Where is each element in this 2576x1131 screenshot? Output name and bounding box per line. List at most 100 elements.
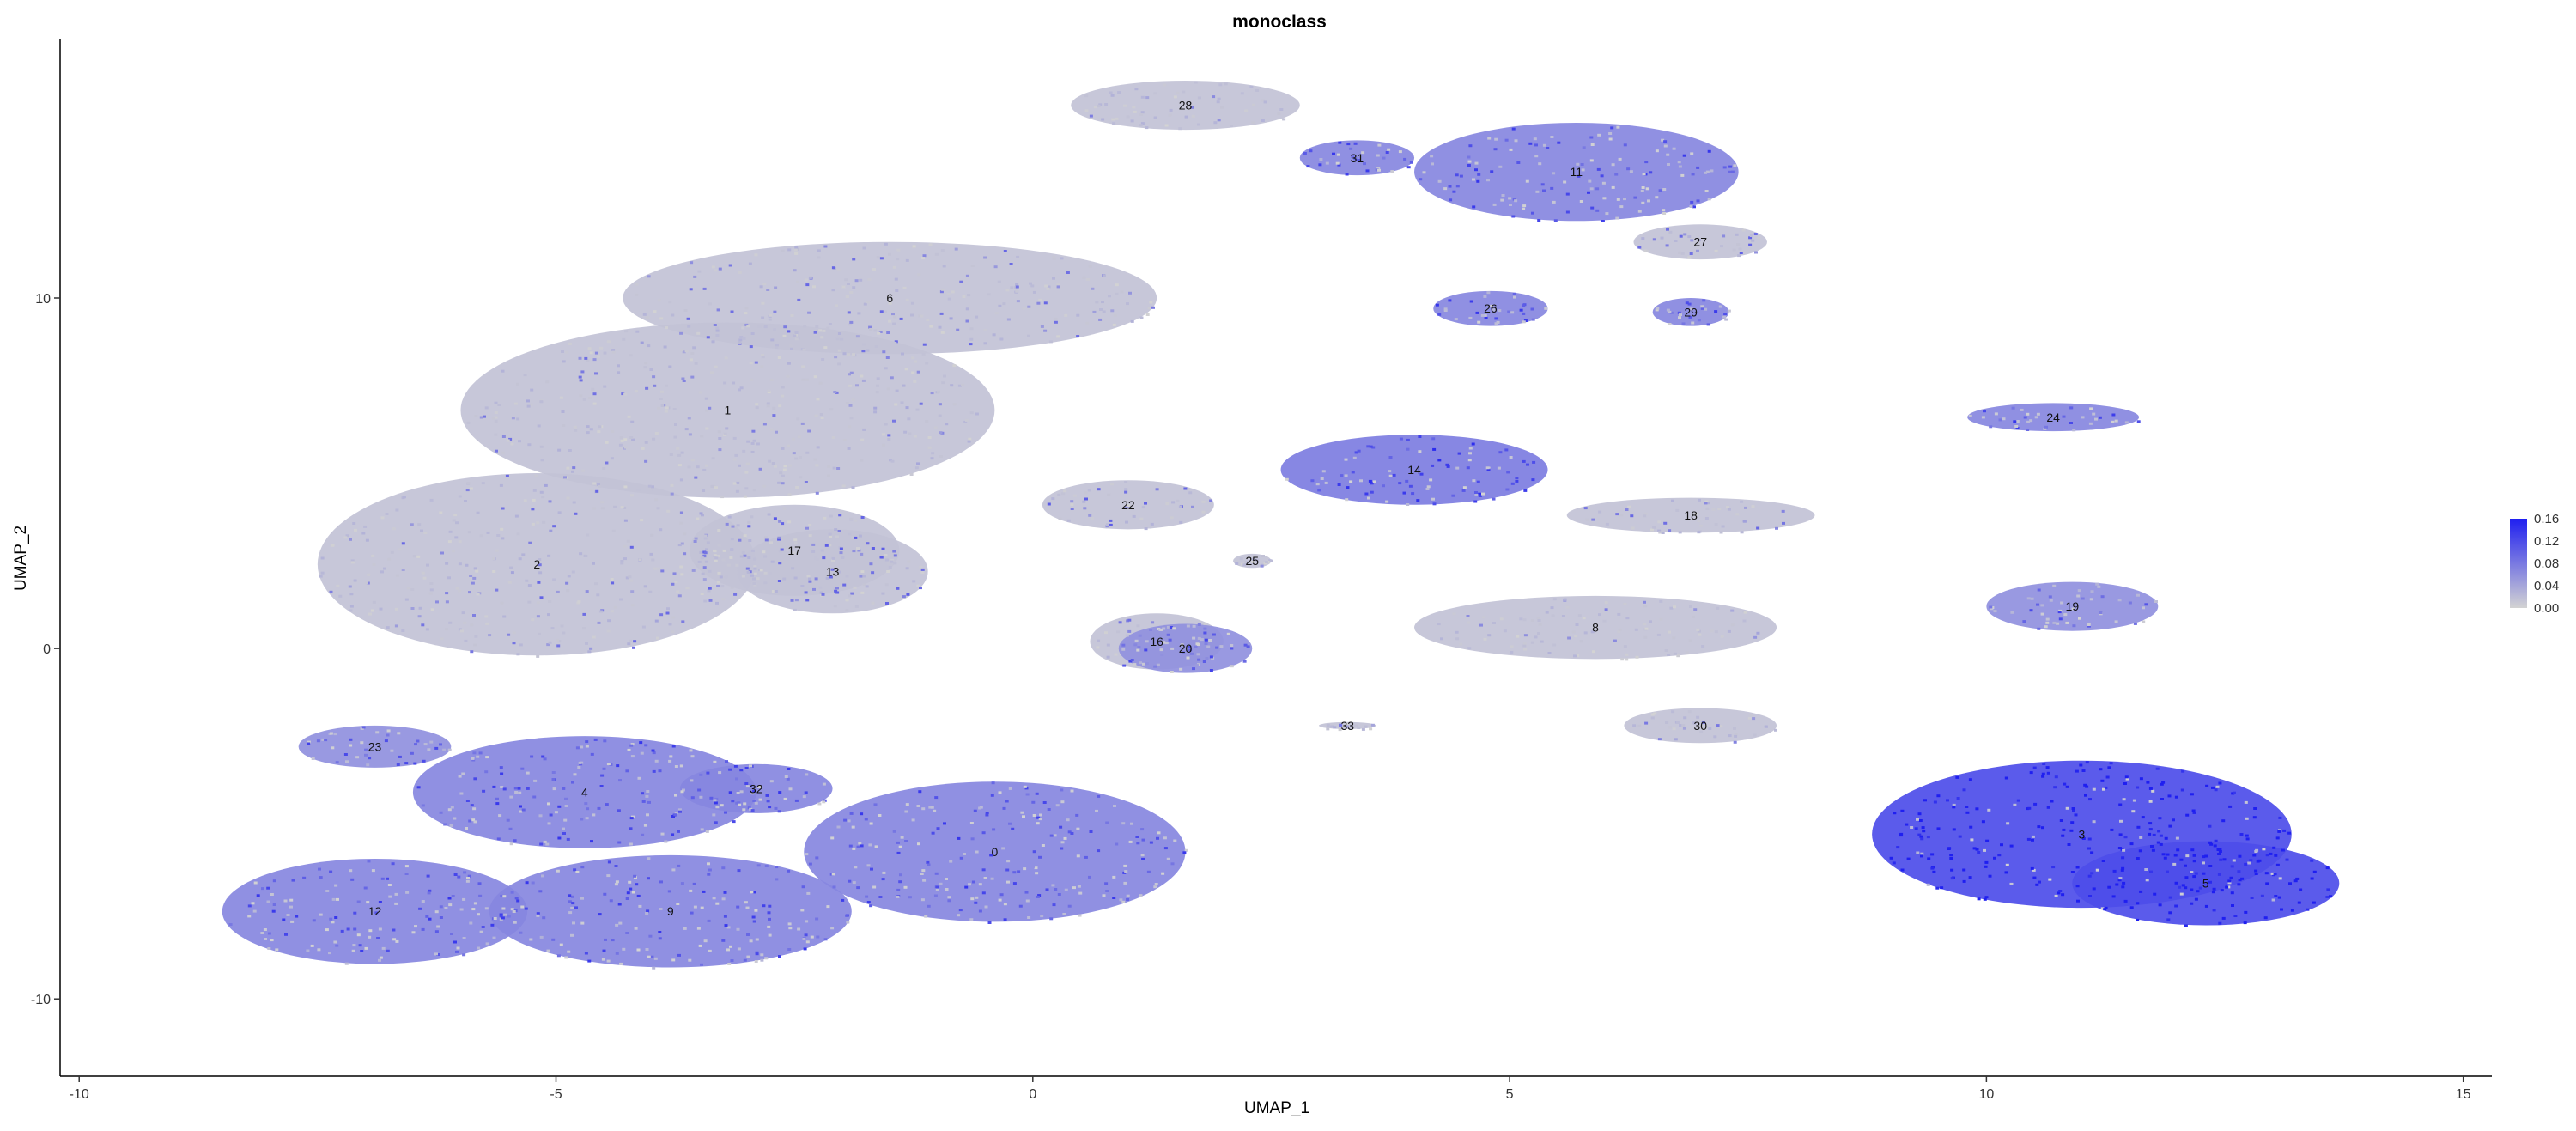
cell-point [837, 335, 841, 337]
cell-point [492, 785, 496, 788]
cell-point [1091, 517, 1094, 520]
cell-point [592, 402, 597, 405]
cell-point [536, 912, 540, 915]
cell-point [291, 879, 295, 882]
cell-point [336, 584, 340, 587]
cell-point [835, 535, 839, 538]
chart-title: monoclass [1232, 12, 1327, 32]
cell-point [2295, 877, 2300, 880]
cell-point [1451, 494, 1455, 497]
cell-point [773, 517, 777, 520]
cell-point [1176, 91, 1180, 94]
cell-point [329, 590, 333, 593]
cell-point [1509, 456, 1513, 459]
cell-point [1201, 500, 1206, 503]
cell-point [2265, 854, 2269, 857]
cell-point [365, 538, 369, 542]
cell-point [311, 757, 315, 760]
cell-point [1720, 635, 1724, 638]
cell-point [1163, 836, 1167, 840]
cell-point [832, 466, 836, 470]
cell-point [538, 814, 543, 818]
cell-point [476, 755, 480, 758]
cell-point [1983, 410, 1986, 413]
cell-point [1279, 108, 1284, 111]
cell-point [793, 269, 797, 272]
cell-point [2041, 826, 2044, 830]
cell-point [1126, 115, 1130, 119]
cell-point [589, 489, 593, 492]
cell-point [1707, 149, 1711, 153]
cell-point [585, 817, 589, 820]
cell-point [410, 607, 415, 610]
cell-point [2254, 873, 2258, 875]
cell-point [636, 489, 641, 492]
cell-point [2100, 779, 2105, 782]
cell-point [635, 293, 639, 296]
cell-point [599, 346, 604, 350]
cell-point [1282, 118, 1286, 121]
cell-point [833, 605, 837, 608]
cell-point [1668, 230, 1673, 234]
cell-point [1337, 483, 1341, 486]
cell-point [413, 762, 417, 765]
cell-point [911, 356, 915, 360]
cell-point [658, 931, 662, 933]
cell-point [1192, 667, 1195, 671]
cell-point [744, 487, 749, 490]
cell-point [1157, 641, 1162, 644]
cell-point [1975, 848, 1979, 851]
cell-point [1066, 818, 1070, 822]
cell-point [2084, 794, 2087, 797]
cell-point [266, 900, 270, 903]
cell-point [788, 927, 793, 930]
cell-point [1440, 637, 1443, 641]
cell-point [671, 833, 675, 836]
cell-point [1714, 630, 1718, 634]
cell-point [1251, 560, 1255, 563]
cell-point [760, 958, 764, 962]
cell-point [423, 743, 428, 746]
cell-point [1727, 309, 1731, 313]
cell-point [1409, 161, 1413, 164]
cell-point [659, 398, 663, 400]
cell-point [1512, 292, 1516, 295]
cell-point [574, 512, 578, 515]
cell-point [817, 802, 822, 806]
cell-point [501, 451, 505, 454]
cell-point [782, 577, 787, 581]
cell-point [1398, 150, 1402, 154]
cell-point [1674, 240, 1678, 242]
cell-point [1631, 526, 1635, 530]
cell-point [1892, 861, 1896, 865]
cluster-label-1: 1 [725, 404, 732, 417]
cell-point [1145, 96, 1150, 100]
cell-point [993, 265, 998, 269]
cell-point [905, 298, 909, 301]
cell-point [961, 383, 965, 386]
cell-point [744, 307, 749, 310]
cell-point [1197, 96, 1201, 100]
cell-point [1353, 157, 1358, 161]
cell-point [807, 311, 811, 314]
cell-point [1345, 722, 1349, 726]
cell-point [769, 571, 772, 575]
cell-point [1477, 320, 1481, 324]
cell-point [514, 514, 519, 518]
cell-point [2245, 837, 2250, 841]
cell-point [1643, 514, 1647, 518]
cell-point [1590, 630, 1595, 634]
cell-point [2072, 624, 2076, 628]
cell-point [1194, 664, 1199, 667]
cell-point [1335, 161, 1340, 165]
cell-point [345, 760, 349, 763]
cell-point [763, 581, 768, 585]
cell-point [830, 836, 835, 840]
cell-point [668, 623, 672, 626]
cell-point [990, 877, 994, 880]
cell-point [557, 805, 562, 808]
cell-point [1188, 648, 1193, 652]
cell-point [363, 886, 368, 890]
cell-point [714, 365, 718, 368]
cell-point [1110, 94, 1115, 97]
